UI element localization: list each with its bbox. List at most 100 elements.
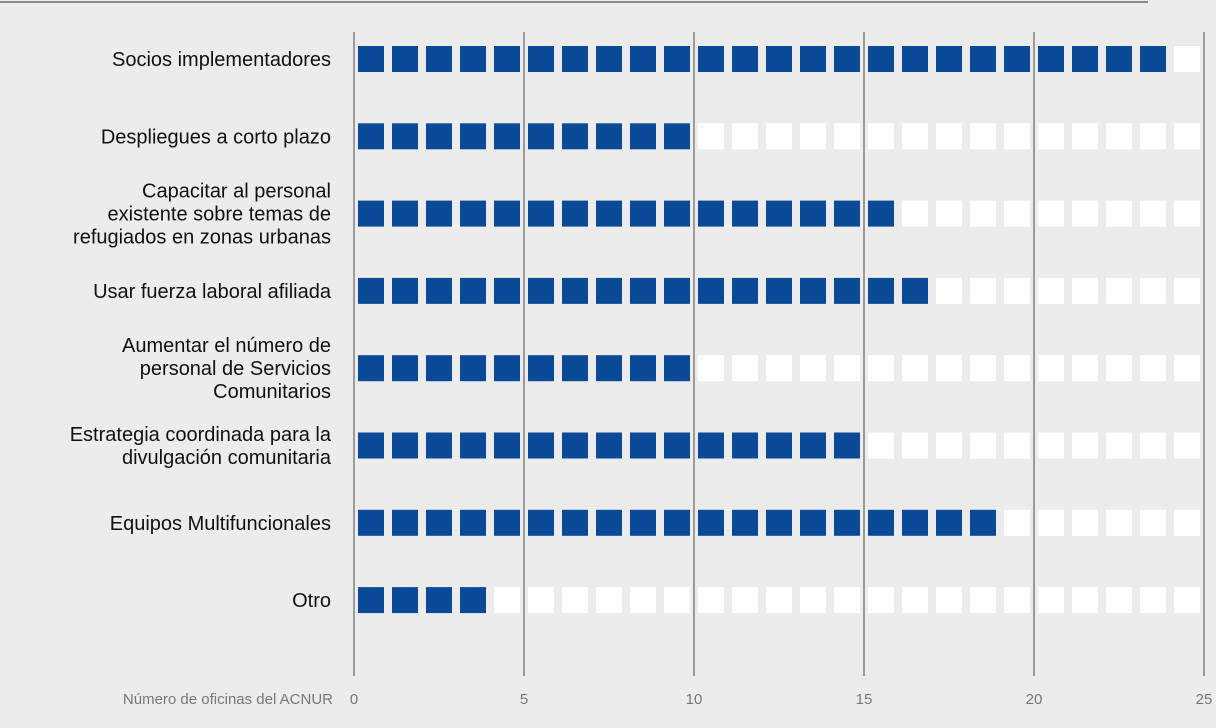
value-square: [664, 200, 690, 227]
empty-square: [596, 587, 622, 614]
value-square: [664, 355, 690, 382]
value-square: [1038, 46, 1064, 72]
empty-square: [868, 587, 894, 614]
value-square: [494, 277, 520, 304]
empty-square: [868, 123, 894, 150]
value-square: [1140, 46, 1166, 72]
empty-square: [970, 355, 996, 382]
value-square: [868, 46, 894, 72]
empty-square: [1174, 587, 1200, 614]
value-square: [936, 509, 962, 536]
value-square: [732, 277, 758, 304]
value-square: [630, 355, 656, 382]
value-square: [494, 200, 520, 227]
value-square: [392, 46, 418, 72]
value-square: [596, 123, 622, 150]
bar-row: [358, 509, 1200, 536]
value-square: [698, 432, 724, 459]
empty-square: [1174, 277, 1200, 304]
value-square: [460, 200, 486, 227]
empty-square: [800, 587, 826, 614]
value-square: [426, 46, 452, 72]
value-square: [460, 123, 486, 150]
empty-square: [902, 432, 928, 459]
value-square: [528, 200, 554, 227]
value-square: [766, 432, 792, 459]
value-square: [902, 509, 928, 536]
empty-square: [1072, 277, 1098, 304]
empty-square: [800, 355, 826, 382]
value-square: [800, 509, 826, 536]
value-square: [358, 123, 384, 150]
empty-square: [1140, 432, 1166, 459]
empty-square: [1072, 355, 1098, 382]
category-label: Otro: [292, 590, 331, 612]
value-square: [528, 509, 554, 536]
value-square: [732, 46, 758, 72]
empty-square: [1174, 509, 1200, 536]
value-square: [426, 123, 452, 150]
empty-square: [1106, 123, 1132, 150]
value-square: [426, 587, 452, 614]
bar-row: [358, 277, 1200, 304]
value-square: [766, 277, 792, 304]
value-square: [596, 509, 622, 536]
empty-square: [902, 355, 928, 382]
value-square: [460, 355, 486, 382]
value-square: [528, 432, 554, 459]
category-label: Equipos Multifuncionales: [110, 513, 331, 535]
empty-square: [1038, 587, 1064, 614]
value-square: [358, 46, 384, 72]
value-square: [698, 277, 724, 304]
value-square: [562, 432, 588, 459]
empty-square: [1072, 587, 1098, 614]
value-square: [426, 432, 452, 459]
empty-square: [936, 432, 962, 459]
empty-square: [1140, 277, 1166, 304]
empty-square: [1004, 277, 1030, 304]
value-square: [834, 432, 860, 459]
empty-square: [970, 277, 996, 304]
value-square: [562, 46, 588, 72]
value-square: [358, 587, 384, 614]
x-tick-label: 15: [856, 691, 873, 708]
empty-square: [698, 587, 724, 614]
category-label: Aumentar el número de personal de Servici…: [122, 335, 331, 403]
value-square: [800, 200, 826, 227]
value-square: [766, 509, 792, 536]
empty-square: [732, 355, 758, 382]
value-square: [358, 355, 384, 382]
empty-square: [1106, 355, 1132, 382]
value-square: [562, 277, 588, 304]
value-square: [596, 200, 622, 227]
empty-square: [1072, 200, 1098, 227]
empty-square: [936, 277, 962, 304]
value-square: [358, 200, 384, 227]
value-square: [766, 46, 792, 72]
empty-square: [1140, 355, 1166, 382]
value-square: [936, 46, 962, 72]
empty-square: [766, 587, 792, 614]
value-square: [562, 200, 588, 227]
empty-square: [1140, 123, 1166, 150]
value-square: [834, 277, 860, 304]
value-square: [426, 200, 452, 227]
empty-square: [1106, 277, 1132, 304]
empty-square: [1072, 123, 1098, 150]
x-tick-label: 5: [520, 691, 528, 708]
value-square: [596, 432, 622, 459]
empty-square: [1174, 46, 1200, 72]
empty-square: [528, 587, 554, 614]
x-tick-label: 25: [1196, 691, 1213, 708]
value-square: [698, 509, 724, 536]
empty-square: [1106, 509, 1132, 536]
empty-square: [1004, 509, 1030, 536]
value-square: [494, 509, 520, 536]
bar-row: [358, 355, 1200, 382]
empty-square: [732, 123, 758, 150]
value-square: [528, 355, 554, 382]
x-tick-label: 0: [350, 691, 358, 708]
value-square: [392, 587, 418, 614]
value-square: [392, 355, 418, 382]
empty-square: [1174, 432, 1200, 459]
